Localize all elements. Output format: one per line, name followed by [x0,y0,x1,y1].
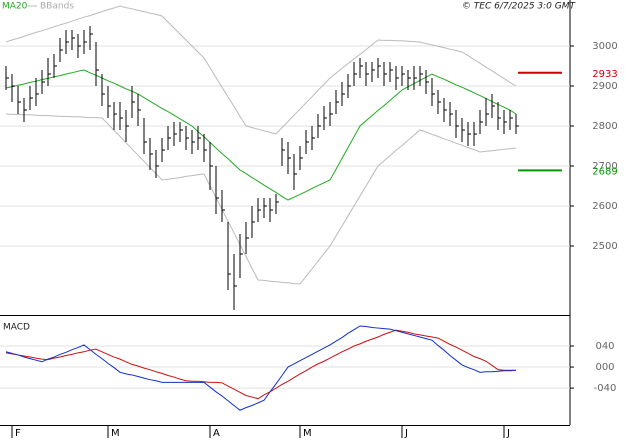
level-label: 2689 [592,166,617,177]
x-tick-label: J [404,428,408,439]
level-label: 2933 [592,69,617,80]
x-tick-label: A [213,428,220,439]
y-tick-label: 2600 [592,201,617,212]
y-tick-label: -040 [594,383,617,394]
x-tick-label: F [15,428,21,439]
macd-line [5,325,517,411]
y-tick-label: 3000 [592,41,617,52]
x-tick-label: J [506,428,510,439]
copyright: © TEC 6/7/2025 3:0 GMT [462,2,577,12]
y-tick-label: 000 [595,362,614,373]
x-tick-label: M [303,428,312,439]
ma20-line [5,69,517,201]
legend-ma20: MA20 [2,2,28,12]
x-tick-label: M [111,428,120,439]
bband-lower [5,113,517,285]
y-tick-label: 2800 [592,121,617,132]
legend-bbands: BBands [40,2,74,12]
y-tick-label: 2700 [592,161,617,172]
bband-upper [5,5,517,135]
y-tick-label: 2500 [592,241,617,252]
y-tick-label: 040 [595,341,614,352]
macd-title: MACD [3,323,30,333]
y-tick-label: 2900 [592,81,617,92]
